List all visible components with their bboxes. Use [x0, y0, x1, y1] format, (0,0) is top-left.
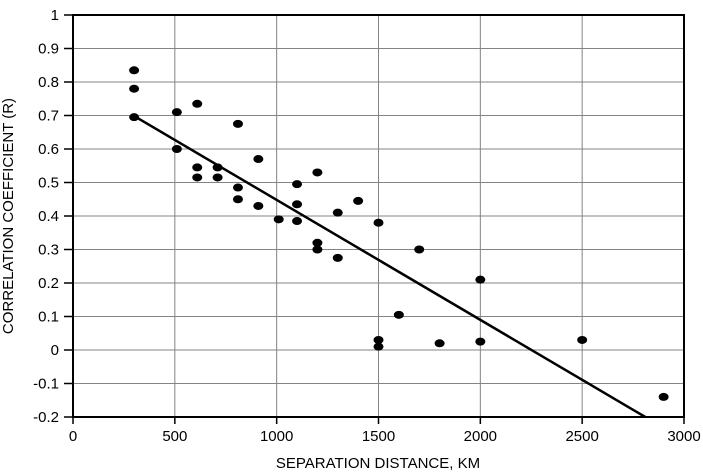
data-point [434, 339, 445, 348]
data-point [393, 310, 404, 319]
data-point [312, 238, 323, 247]
plot-layer: 1 0.9 0.8 0.7 0.6 0.5 0.4 0.3 0.2 0.1 0 -0.1 -0.2 0 50… [33, 7, 701, 445]
y-axis-title: CORRELATION COEFFICIENT (R) [0, 98, 17, 334]
data-point [658, 392, 669, 401]
data-point [273, 215, 284, 224]
data-point [232, 183, 243, 192]
x-tick-label: 2500 [565, 428, 598, 445]
data-point [212, 173, 223, 182]
data-point [312, 245, 323, 254]
data-point [292, 217, 303, 226]
y-tick-label: 0.6 [38, 141, 59, 158]
data-point [171, 108, 182, 117]
data-point [192, 173, 203, 182]
x-tick-label: 2000 [464, 428, 497, 445]
x-tick-label: 0 [69, 428, 77, 445]
data-point [373, 335, 384, 344]
data-point [129, 113, 140, 122]
y-tick-label: 0.3 [38, 242, 59, 259]
data-point [232, 195, 243, 204]
data-point [475, 275, 486, 284]
y-tick-label: 0.2 [38, 275, 59, 292]
data-point [253, 201, 264, 210]
data-point [129, 66, 140, 75]
y-tick-label: 0.4 [38, 208, 59, 225]
data-point [414, 245, 425, 254]
y-tick-label: 0.5 [38, 175, 59, 192]
data-point [129, 84, 140, 93]
y-tick-label: 0.7 [38, 108, 59, 125]
data-point [192, 99, 203, 108]
trend-line [135, 116, 646, 419]
x-axis-title: SEPARATION DISTANCE, KM [276, 455, 480, 472]
y-tick-label: 0.1 [38, 309, 59, 326]
data-point [232, 119, 243, 128]
data-point [332, 253, 343, 262]
y-tick-label: 0.8 [38, 74, 59, 91]
y-tick-label: 0.9 [38, 41, 59, 58]
data-point [192, 163, 203, 172]
data-point [332, 208, 343, 217]
x-tick-label: 3000 [667, 428, 700, 445]
data-point [292, 180, 303, 189]
data-point [292, 200, 303, 209]
data-point [212, 163, 223, 172]
x-tick-label: 1500 [362, 428, 395, 445]
data-point [577, 335, 588, 344]
y-tick-label: -0.2 [33, 409, 59, 426]
y-tick-label: 0 [51, 342, 59, 359]
data-point [373, 218, 384, 227]
data-point [312, 168, 323, 177]
data-point [171, 145, 182, 153]
data-point [353, 196, 364, 205]
data-point [253, 155, 264, 164]
data-point [475, 337, 486, 346]
data-point [373, 342, 384, 351]
x-tick-label: 500 [162, 428, 187, 445]
y-tick-label: -0.1 [33, 376, 59, 393]
y-tick-label: 1 [51, 7, 59, 24]
x-tick-label: 1000 [260, 428, 293, 445]
